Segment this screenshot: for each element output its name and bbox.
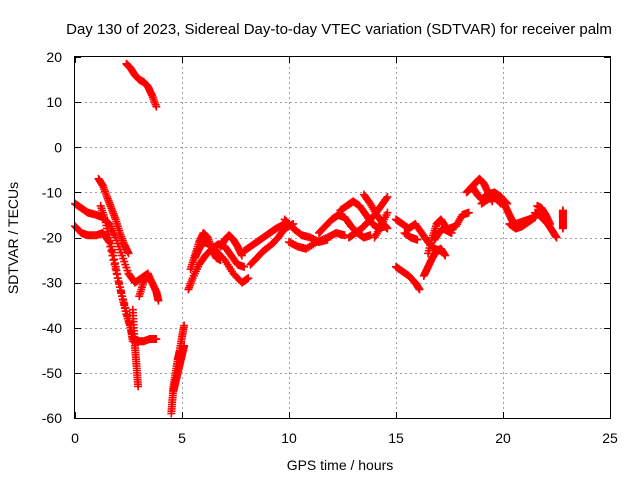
data-point bbox=[383, 208, 392, 217]
series-arc-i bbox=[169, 341, 189, 395]
x-tick-label: 15 bbox=[388, 430, 404, 446]
y-tick-label: 0 bbox=[54, 139, 62, 155]
series-arc-ah bbox=[505, 213, 540, 233]
series-arc-aj bbox=[531, 208, 561, 242]
series-arc-f bbox=[135, 269, 163, 305]
series-arc-v bbox=[370, 208, 392, 242]
data-point bbox=[558, 224, 567, 233]
x-axis-ticks: 0 5 10 15 20 25 bbox=[71, 57, 618, 446]
series-arc-t bbox=[344, 192, 392, 242]
series-arc-ab bbox=[430, 224, 456, 244]
data-point bbox=[240, 262, 249, 271]
data-point bbox=[383, 192, 392, 201]
data-point bbox=[237, 251, 246, 260]
series-arc-af bbox=[477, 192, 505, 208]
data-point bbox=[152, 335, 161, 344]
plot-frame bbox=[74, 56, 611, 419]
grid-lines bbox=[75, 57, 610, 418]
series-arc-g bbox=[122, 59, 161, 111]
x-tick-label: 25 bbox=[602, 430, 618, 446]
series-arc-w bbox=[392, 215, 445, 256]
y-tick-label: -20 bbox=[42, 230, 62, 246]
data-point bbox=[134, 382, 143, 391]
x-tick-label: 0 bbox=[71, 430, 79, 446]
series-arc-e bbox=[128, 305, 143, 391]
y-tick-label: -60 bbox=[42, 410, 62, 426]
y-axis-label: SDTVAR / TECUs bbox=[5, 182, 21, 294]
data-point bbox=[383, 224, 392, 233]
data-point bbox=[441, 251, 450, 260]
data-point bbox=[124, 249, 133, 258]
data-point bbox=[180, 341, 189, 350]
data-point bbox=[382, 194, 391, 203]
x-tick-label: 10 bbox=[281, 430, 297, 446]
x-axis-label: GPS time / hours bbox=[287, 457, 394, 473]
y-tick-label: -50 bbox=[42, 365, 62, 381]
series-arc-l bbox=[190, 238, 253, 287]
data-point bbox=[415, 285, 424, 294]
y-tick-label: 20 bbox=[46, 49, 62, 65]
data-point bbox=[152, 102, 161, 111]
y-tick-label: -30 bbox=[42, 275, 62, 291]
y-axis-ticks: -60 -50 -40 -30 -20 -10 0 10 20 bbox=[42, 49, 610, 426]
data-point bbox=[464, 208, 473, 217]
data-point bbox=[154, 296, 163, 305]
series-arc-x bbox=[392, 262, 424, 294]
y-tick-label: -40 bbox=[42, 320, 62, 336]
series-arc-q bbox=[285, 228, 349, 253]
chart-title: Day 130 of 2023, Sidereal Day-to-day VTE… bbox=[66, 21, 612, 38]
y-tick-label: -10 bbox=[42, 184, 62, 200]
series-arc-c bbox=[94, 174, 133, 258]
data-points bbox=[71, 59, 567, 418]
series-arc-ac bbox=[445, 208, 473, 233]
data-point bbox=[413, 235, 422, 244]
series-arc-d bbox=[96, 201, 137, 346]
series-arc-ak bbox=[558, 206, 567, 233]
data-point bbox=[180, 321, 189, 330]
series-arc-y bbox=[400, 228, 422, 244]
y-tick-label: 10 bbox=[46, 94, 62, 110]
data-point bbox=[244, 274, 253, 283]
x-tick-label: 5 bbox=[178, 430, 186, 446]
series-arc-z bbox=[419, 244, 450, 280]
data-point bbox=[552, 233, 561, 242]
x-tick-label: 20 bbox=[495, 430, 511, 446]
